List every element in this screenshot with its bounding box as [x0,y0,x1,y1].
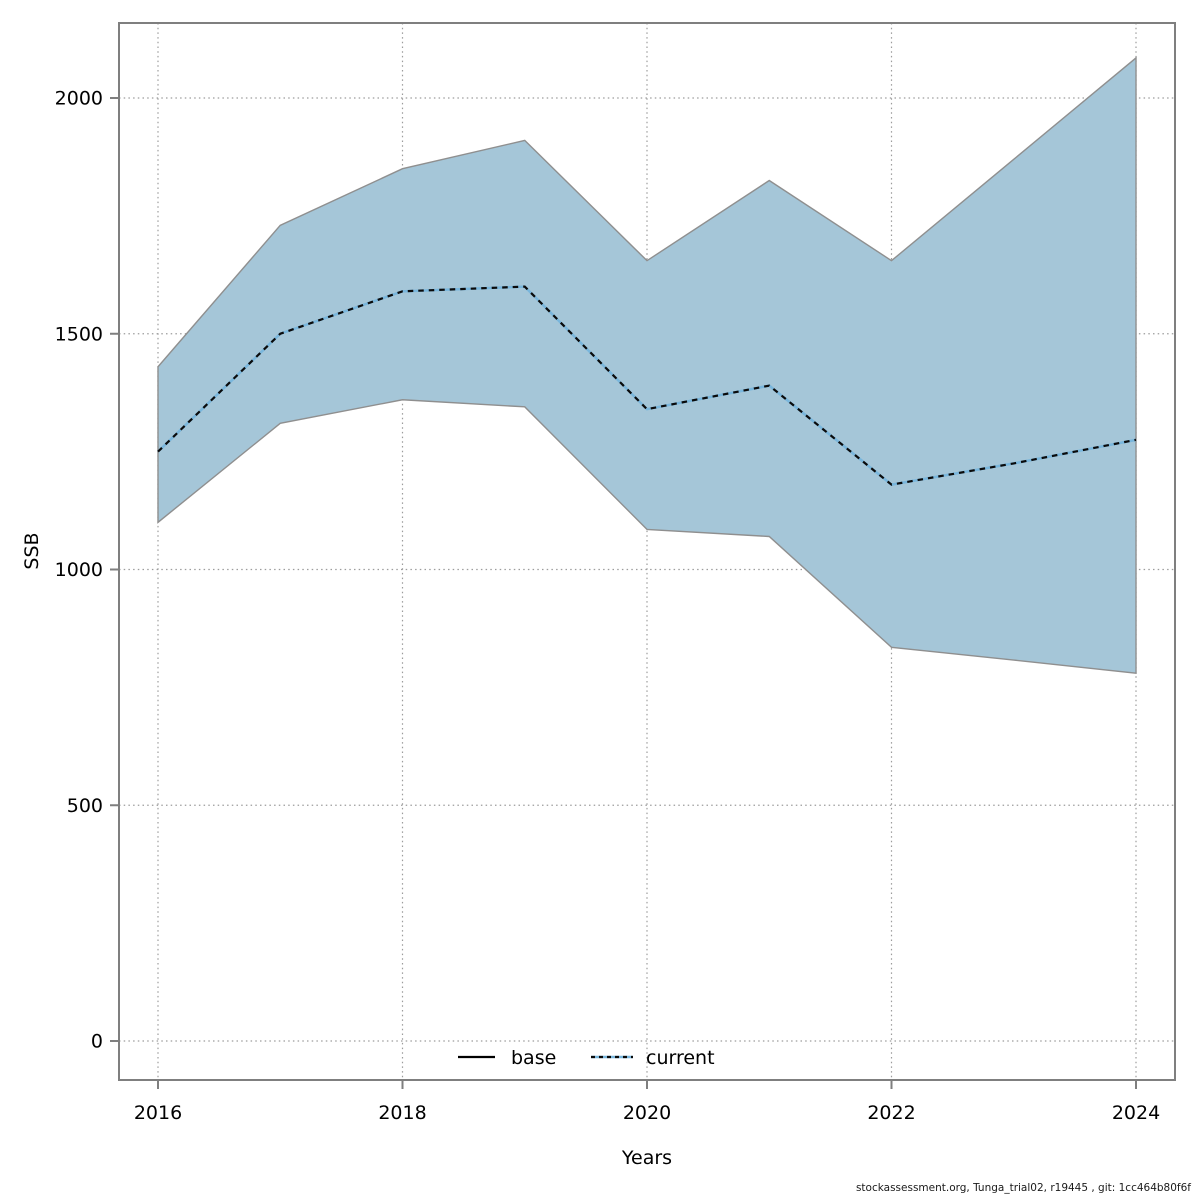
y-tick-label: 2000 [55,88,103,110]
y-axis: 0 500 1000 1500 2000 [55,88,119,1053]
y-tick-label: 1000 [55,559,103,581]
footer-citation: stockassessment.org, Tunga_trial02, r194… [855,1182,1191,1194]
confidence-band [157,56,1137,675]
x-tick-label: 2024 [1112,1102,1160,1124]
legend: base current [458,1047,715,1069]
x-axis: 2016 2018 2020 2022 2024 [134,1080,1160,1124]
x-tick-label: 2020 [623,1102,671,1124]
x-axis-title: Years [621,1147,672,1169]
legend-current-label: current [646,1047,715,1069]
y-axis-title: SSB [21,532,43,569]
y-tick-label: 500 [67,795,103,817]
confidence-band-group [157,56,1137,675]
y-tick-label: 1500 [55,323,103,345]
x-tick-label: 2022 [867,1102,915,1124]
legend-base-label: base [511,1047,556,1069]
current-line-group [157,285,1137,486]
y-tick-label: 0 [91,1031,103,1053]
current-line [157,285,1137,486]
x-tick-label: 2018 [378,1102,426,1124]
x-tick-label: 2016 [134,1102,182,1124]
